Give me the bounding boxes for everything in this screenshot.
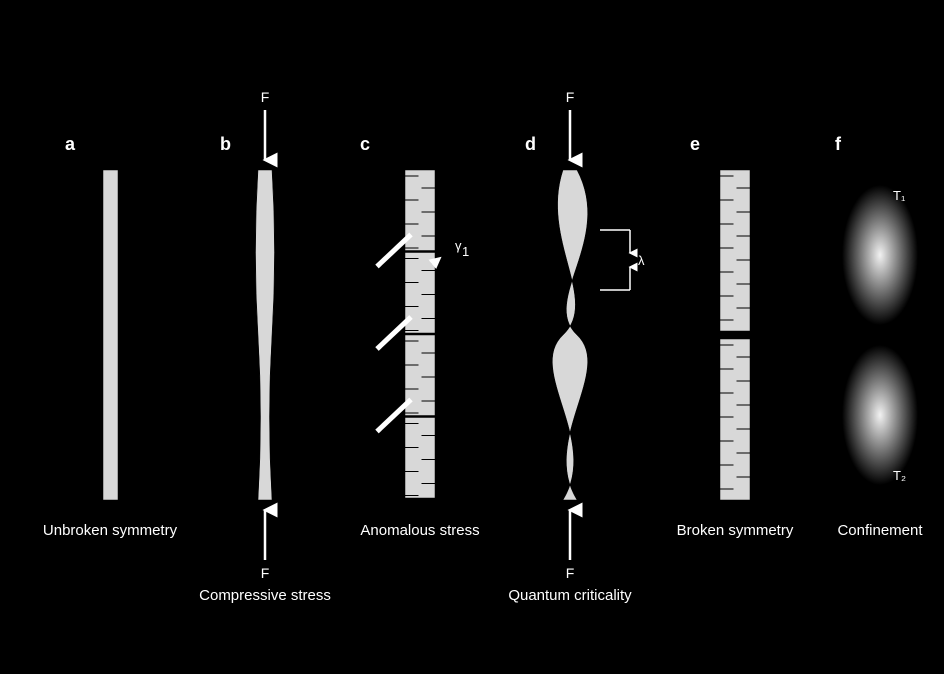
panel-c-caption: Anomalous stress [360,522,479,539]
panel-d-arrow-bottom-label: F [566,565,575,581]
panel-e-caption: Broken symmetry [677,522,794,539]
panel-b-label: b [220,134,231,154]
panel-f-label: f [835,134,842,154]
panel-b-arrow-bottom-label: F [261,565,270,581]
panel-c-annotations: γ 1 [440,238,469,259]
diagram-svg: a Unbroken symmetry b F F Compressive st… [0,0,944,674]
panel-b-caption: Compressive stress [199,587,331,604]
panel-d-label: d [525,134,536,154]
panel-a-label: a [65,134,76,154]
panel-d-beam [552,170,587,500]
panel-d-caption: Quantum criticality [508,587,632,604]
panel-d-arrow-top-label: F [566,89,575,105]
panel-c-label: c [360,134,370,154]
panel-f-blob-top [842,185,918,325]
panel-b-arrow-top-label: F [261,89,270,105]
panel-a-beam [103,170,118,500]
panel-e-label: e [690,134,700,154]
panel-f-bottom-label: T₂ [893,468,906,483]
panel-c-gamma: γ [455,238,462,253]
panel-c-sub: 1 [462,244,469,259]
panel-c: c γ 1 Anomalous stress [360,134,480,539]
panel-e: e Broken symmetry [677,134,794,539]
panel-d: d F F λ Quantum criticality [508,89,645,604]
panel-a-caption: Unbroken symmetry [43,522,178,539]
panel-c-segments [377,170,443,498]
panel-b: b F F Compressive stress [199,89,331,604]
panel-f-top-label: T₁ [893,188,906,203]
panel-b-beam [256,170,275,500]
panel-e-segments [716,170,754,500]
panel-a: a Unbroken symmetry [43,134,178,539]
panel-f: f T₁ T₂ Confinement [835,134,923,539]
panel-f-caption: Confinement [837,522,923,539]
panel-d-lambda: λ [638,253,645,268]
panel-f-blob-bottom [842,345,918,485]
